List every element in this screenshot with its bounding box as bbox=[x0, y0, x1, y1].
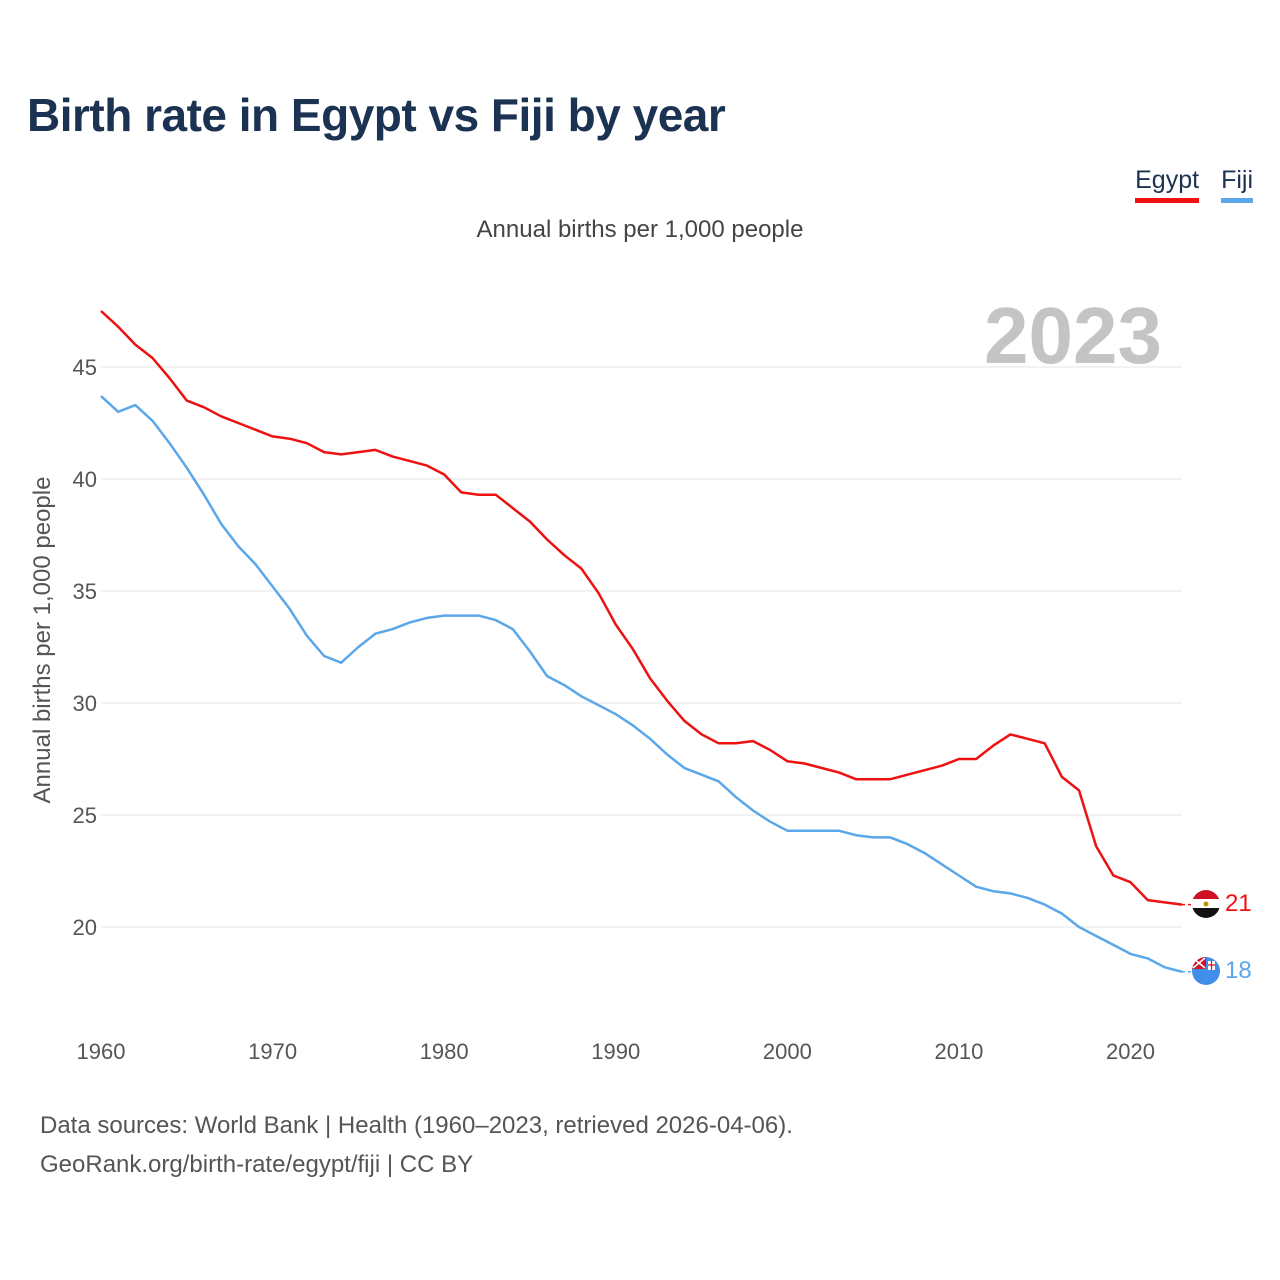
legend-item-egypt[interactable]: Egypt bbox=[1135, 166, 1200, 203]
chart-subtitle: Annual births per 1,000 people bbox=[476, 216, 804, 243]
y-tick-label: 30 bbox=[73, 691, 97, 716]
y-tick-label: 25 bbox=[73, 803, 97, 828]
year-label: 2023 bbox=[984, 291, 1162, 380]
series-line-egypt[interactable] bbox=[100, 310, 1183, 906]
x-tick-label: 1990 bbox=[591, 1039, 640, 1064]
y-axis-ticks: 20 25 30 35 40 45 bbox=[73, 355, 97, 940]
x-tick-label: 1960 bbox=[77, 1039, 126, 1064]
y-tick-label: 20 bbox=[73, 915, 97, 940]
end-markers: 21 18 bbox=[1192, 890, 1252, 985]
y-axis-label: Annual births per 1,000 people bbox=[29, 477, 56, 804]
y-tick-label: 35 bbox=[73, 579, 97, 604]
x-tick-label: 2020 bbox=[1106, 1039, 1155, 1064]
source-line-2[interactable]: GeoRank.org/birth-rate/egypt/fiji | CC B… bbox=[40, 1151, 474, 1178]
grid-layer bbox=[101, 366, 1182, 928]
x-tick-label: 2010 bbox=[934, 1039, 983, 1064]
legend-item-fiji[interactable]: Fiji bbox=[1221, 166, 1253, 203]
fiji-end-label: 18 bbox=[1225, 957, 1252, 984]
series-line-fiji[interactable] bbox=[100, 395, 1183, 974]
x-tick-label: 2000 bbox=[763, 1039, 812, 1064]
y-tick-label: 45 bbox=[73, 355, 97, 380]
egypt-flag-icon bbox=[1192, 890, 1220, 918]
y-tick-label: 40 bbox=[73, 467, 97, 492]
x-tick-label: 1970 bbox=[248, 1039, 297, 1064]
fiji-flag-icon bbox=[1192, 957, 1220, 985]
legend: Egypt Fiji bbox=[1135, 166, 1253, 203]
x-axis-ticks: 1960 1970 1980 1990 2000 2010 2020 bbox=[77, 1039, 1155, 1064]
source-line-1: Data sources: World Bank | Health (1960–… bbox=[40, 1112, 793, 1139]
egypt-end-label: 21 bbox=[1225, 890, 1252, 917]
data-source: Data sources: World Bank | Health (1960–… bbox=[40, 1106, 793, 1184]
chart-title: Birth rate in Egypt vs Fiji by year bbox=[27, 89, 726, 141]
x-tick-label: 1980 bbox=[420, 1039, 469, 1064]
series-layer bbox=[100, 310, 1192, 974]
